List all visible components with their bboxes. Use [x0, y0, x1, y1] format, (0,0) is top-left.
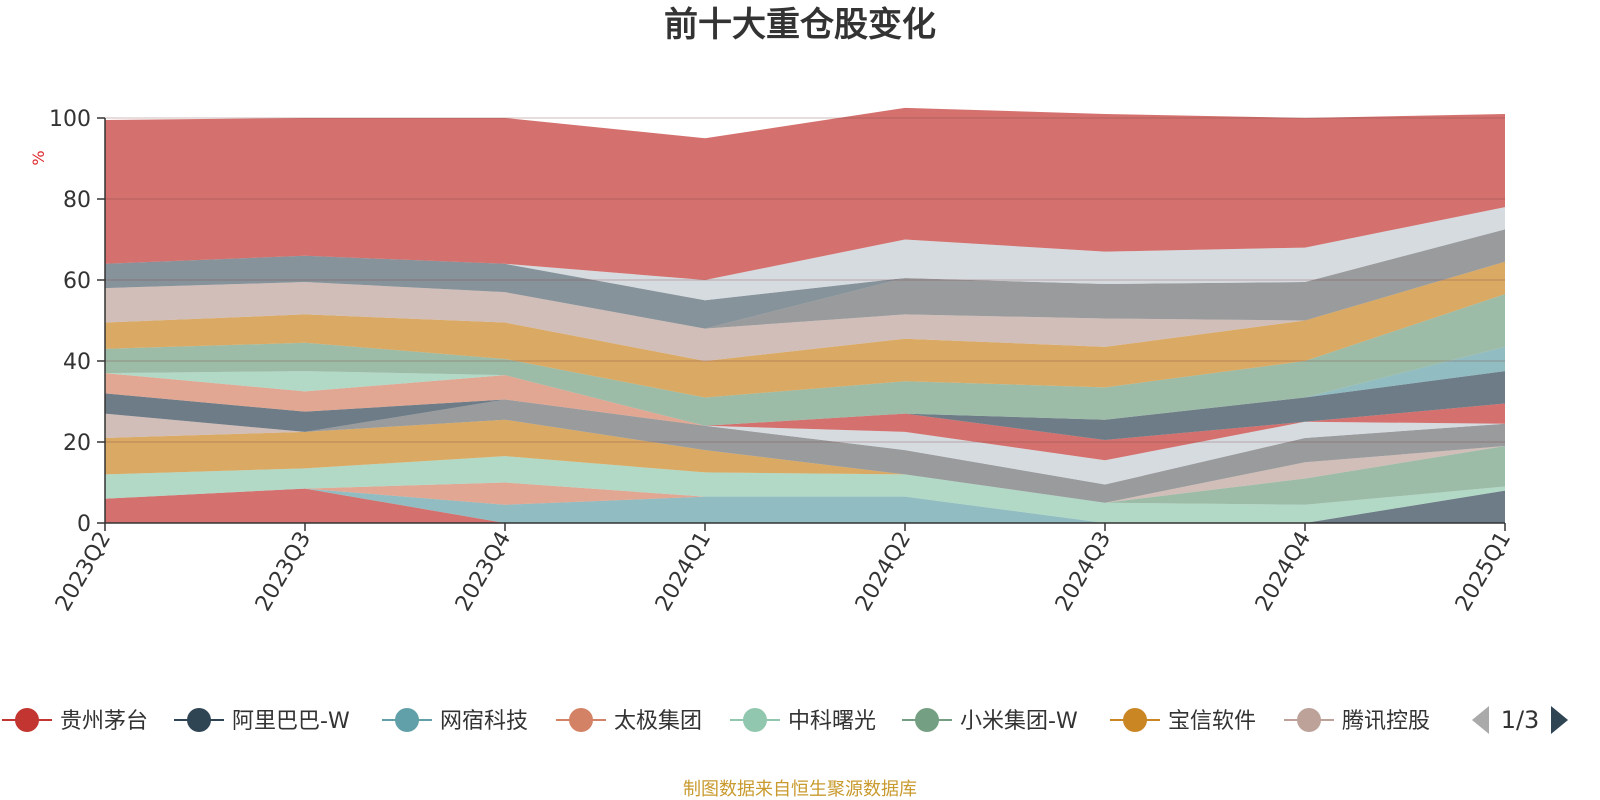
- x-tick-label: 2023Q4: [451, 528, 516, 616]
- area-series-18: [105, 261, 1505, 361]
- area-series-group: [105, 107, 1505, 523]
- legend-circle-icon: [1297, 708, 1321, 732]
- x-tick-label: 2024Q1: [651, 528, 716, 616]
- x-tick-label: 2024Q3: [1051, 528, 1116, 616]
- legend-page-indicator: 1/3: [1501, 706, 1540, 734]
- area-series-20: [105, 229, 1505, 329]
- x-axis-ticks: 2023Q2 2023Q3 2023Q4 2024Q1 2024Q2 2024Q3 2024…: [51, 523, 1516, 616]
- area-series-8: [105, 399, 1505, 503]
- area-series-16: [105, 294, 1505, 426]
- legend-circle-icon: [915, 708, 939, 732]
- legend-item[interactable]: 宝信软件: [1110, 708, 1256, 734]
- legend-label: 小米集团-W: [960, 709, 1078, 734]
- area-series-10: [105, 399, 1505, 485]
- area-series-22: [105, 107, 1505, 280]
- legend-label: 腾讯控股: [1342, 709, 1430, 734]
- y-axis-ticks: 0 20 40 60 80 100: [49, 107, 105, 537]
- legend-label: 网宿科技: [440, 709, 528, 734]
- area-series-19: [105, 229, 1505, 329]
- area-series-1: [105, 488, 1505, 523]
- legend-item[interactable]: 太极集团: [556, 708, 702, 734]
- legend[interactable]: 贵州茅台 阿里巴巴-W 网宿科技 太极集团 中科曙光 小米集团-W 宝信软件 腾讯控股: [2, 708, 1430, 734]
- y-tick-label: 80: [63, 188, 91, 213]
- x-tick-label: 2023Q3: [251, 528, 316, 616]
- x-tick-label: 2025Q1: [1451, 528, 1516, 616]
- legend-item[interactable]: 小米集团-W: [902, 708, 1078, 734]
- legend-circle-icon: [743, 708, 767, 732]
- y-axis-label: %: [29, 150, 48, 165]
- legend-circle-icon: [15, 708, 39, 732]
- legend-circle-icon: [187, 708, 211, 732]
- data-source-note: 制图数据来自恒生聚源数据库: [683, 779, 917, 800]
- legend-circle-icon: [395, 708, 419, 732]
- x-tick-label: 2024Q2: [851, 528, 916, 616]
- legend-item[interactable]: 阿里巴巴-W: [174, 708, 350, 734]
- legend-item[interactable]: 中科曙光: [730, 708, 876, 734]
- y-tick-label: 20: [63, 431, 91, 456]
- legend-label: 太极集团: [614, 709, 702, 734]
- legend-pager: 1/3: [1472, 706, 1568, 734]
- legend-item[interactable]: 贵州茅台: [2, 708, 148, 734]
- legend-item[interactable]: 网宿科技: [382, 708, 528, 734]
- y-tick-label: 40: [63, 350, 91, 375]
- y-tick-label: 60: [63, 269, 91, 294]
- y-tick-label: 0: [77, 512, 91, 537]
- legend-next-page-icon[interactable]: [1551, 706, 1568, 734]
- area-series-11: [105, 399, 1505, 461]
- area-series-4: [105, 456, 1505, 523]
- legend-circle-icon: [569, 708, 593, 732]
- grid-lines: [105, 117, 1505, 443]
- x-tick-label: 2023Q2: [51, 528, 116, 616]
- legend-prev-page-icon[interactable]: [1472, 706, 1489, 734]
- legend-label: 中科曙光: [788, 709, 876, 734]
- legend-circle-icon: [1123, 708, 1147, 732]
- x-tick-label: 2024Q4: [1251, 528, 1316, 616]
- legend-label: 宝信软件: [1168, 709, 1256, 734]
- axes: [104, 118, 1505, 524]
- area-series-6: [105, 419, 1505, 503]
- area-series-21: [105, 207, 1505, 301]
- area-series-3: [105, 482, 1505, 523]
- area-series-17: [105, 261, 1505, 398]
- y-tick-label: 100: [49, 107, 91, 132]
- area-series-5: [105, 446, 1505, 505]
- chart-title: 前十大重仓股变化: [664, 5, 936, 45]
- area-series-12: [105, 371, 1505, 440]
- area-series-0: [105, 488, 1505, 523]
- area-series-14: [105, 346, 1505, 426]
- legend-label: 贵州茅台: [60, 709, 148, 734]
- legend-label: 阿里巴巴-W: [232, 709, 350, 734]
- legend-item[interactable]: 腾讯控股: [1284, 708, 1430, 734]
- area-series-2: [105, 488, 1505, 523]
